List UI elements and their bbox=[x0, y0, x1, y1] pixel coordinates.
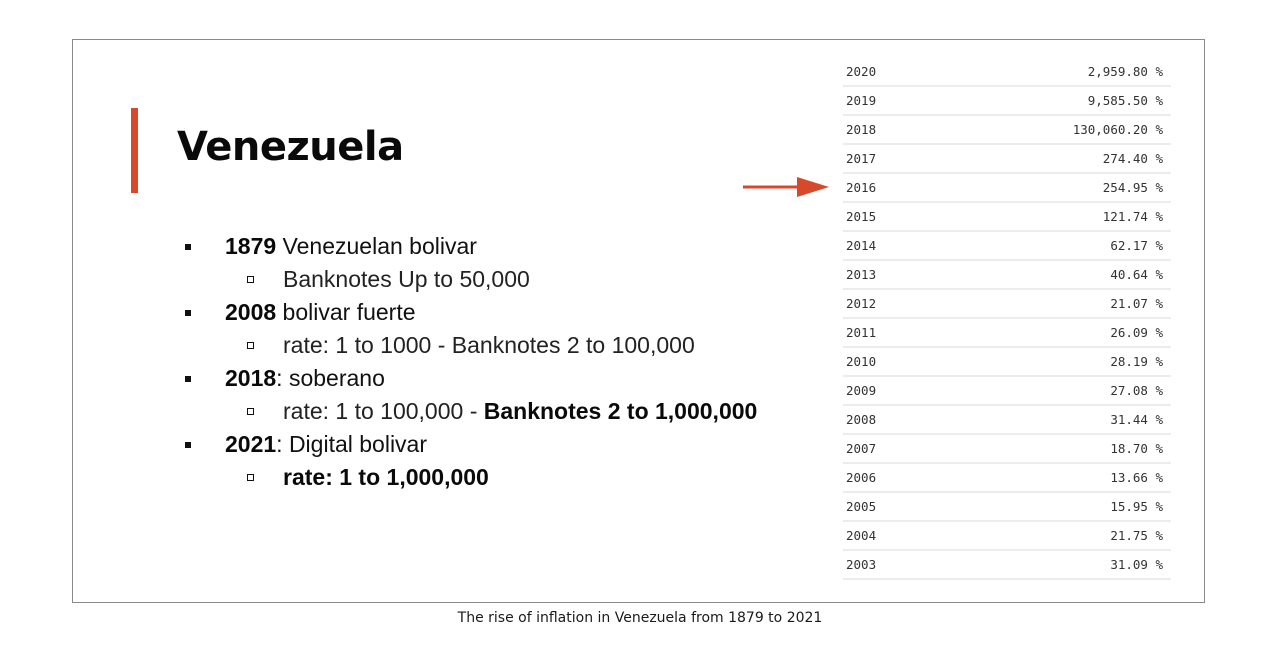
table-row: 2015 121.74 % bbox=[843, 203, 1171, 232]
sub-bullet-bold-text: rate: 1 to 1,000,000 bbox=[283, 464, 489, 490]
year-cell: 2004 bbox=[846, 528, 877, 543]
table-row: 2007 18.70 % bbox=[843, 435, 1171, 464]
slide-title: Venezuela bbox=[177, 124, 404, 170]
table-row: 2008 31.44 % bbox=[843, 406, 1171, 435]
table-row: 2019 9,585.50 % bbox=[843, 87, 1171, 116]
table-row: 2003 31.09 % bbox=[843, 551, 1171, 580]
year-cell: 2018 bbox=[846, 122, 877, 137]
inflation-rate-cell: 21.07 % bbox=[1110, 296, 1163, 311]
table-row: 2018 130,060.20 % bbox=[843, 116, 1171, 145]
inflation-rate-cell: 31.09 % bbox=[1110, 557, 1163, 572]
table-row: 2010 28.19 % bbox=[843, 348, 1171, 377]
inflation-rate-cell: 40.64 % bbox=[1110, 267, 1163, 282]
table-row: 2014 62.17 % bbox=[843, 232, 1171, 261]
inflation-rate-cell: 13.66 % bbox=[1110, 470, 1163, 485]
figure-caption: The rise of inflation in Venezuela from … bbox=[457, 610, 823, 626]
table-row: 2009 27.08 % bbox=[843, 377, 1171, 406]
inflation-rate-cell: 274.40 % bbox=[1102, 151, 1163, 166]
inflation-rate-cell: 2,959.80 % bbox=[1087, 64, 1163, 79]
sub-bullet-item: rate: 1 to 100,000 - Banknotes 2 to 1,00… bbox=[181, 395, 757, 428]
year-cell: 2006 bbox=[846, 470, 877, 485]
year-cell: 2014 bbox=[846, 238, 877, 253]
year-cell: 2019 bbox=[846, 93, 877, 108]
inflation-rate-cell: 21.75 % bbox=[1110, 528, 1163, 543]
sub-bullet-item: rate: 1 to 1,000,000 bbox=[181, 461, 757, 494]
sub-bullet-item: rate: 1 to 1000 - Banknotes 2 to 100,000 bbox=[181, 329, 757, 362]
bullet-item: 1879 Venezuelan bolivar bbox=[181, 230, 757, 263]
title-accent-bar bbox=[131, 108, 138, 193]
year-cell: 2008 bbox=[846, 412, 877, 427]
inflation-rate-cell: 18.70 % bbox=[1110, 441, 1163, 456]
inflation-rate-cell: 9,585.50 % bbox=[1087, 93, 1163, 108]
table-row: 2004 21.75 % bbox=[843, 522, 1171, 551]
year-cell: 2013 bbox=[846, 267, 877, 282]
table-row: 2005 15.95 % bbox=[843, 493, 1171, 522]
inflation-rate-cell: 27.08 % bbox=[1110, 383, 1163, 398]
presentation-slide: Venezuela 1879 Venezuelan bolivar Bankno… bbox=[72, 39, 1205, 603]
year-cell: 2016 bbox=[846, 180, 877, 195]
sub-bullet-item: Banknotes Up to 50,000 bbox=[181, 263, 757, 296]
inflation-rate-cell: 31.44 % bbox=[1110, 412, 1163, 427]
inflation-rate-cell: 15.95 % bbox=[1110, 499, 1163, 514]
bullet-text: Venezuelan bolivar bbox=[276, 233, 477, 259]
bullet-year: 2021 bbox=[225, 431, 277, 457]
year-cell: 2010 bbox=[846, 354, 877, 369]
sub-bullet-text: rate: 1 to 1000 - Banknotes 2 to 100,000 bbox=[283, 332, 695, 358]
inflation-rate-cell: 130,060.20 % bbox=[1072, 122, 1163, 137]
bullet-item: 2021: Digital bolivar bbox=[181, 428, 757, 461]
inflation-rate-cell: 28.19 % bbox=[1110, 354, 1163, 369]
inflation-rate-cell: 121.74 % bbox=[1102, 209, 1163, 224]
year-cell: 2003 bbox=[846, 557, 877, 572]
table-row: 2020 2,959.80 % bbox=[843, 58, 1171, 87]
year-cell: 2011 bbox=[846, 325, 877, 340]
year-cell: 2012 bbox=[846, 296, 877, 311]
year-cell: 2017 bbox=[846, 151, 877, 166]
inflation-table: 2020 2,959.80 % 2019 9,585.50 % 2018 130,060.… bbox=[843, 58, 1171, 580]
arrow-right-icon bbox=[743, 177, 829, 197]
bullet-text: bolivar fuerte bbox=[276, 299, 416, 325]
year-cell: 2009 bbox=[846, 383, 877, 398]
inflation-rate-cell: 62.17 % bbox=[1110, 238, 1163, 253]
sub-bullet-text: Banknotes Up to 50,000 bbox=[283, 266, 530, 292]
bullet-item: 2018: soberano bbox=[181, 362, 757, 395]
table-row: 2013 40.64 % bbox=[843, 261, 1171, 290]
sub-bullet-text: rate: 1 to 100,000 - bbox=[283, 398, 484, 424]
year-cell: 2007 bbox=[846, 441, 877, 456]
year-cell: 2015 bbox=[846, 209, 877, 224]
inflation-rate-cell: 254.95 % bbox=[1102, 180, 1163, 195]
bullet-year: 2018 bbox=[225, 365, 277, 391]
bullet-list: 1879 Venezuelan bolivar Banknotes Up to … bbox=[181, 230, 757, 494]
table-row: 2012 21.07 % bbox=[843, 290, 1171, 319]
bullet-year: 1879 bbox=[225, 233, 277, 259]
table-row: 2006 13.66 % bbox=[843, 464, 1171, 493]
table-row: 2017 274.40 % bbox=[843, 145, 1171, 174]
sub-bullet-bold-text: Banknotes 2 to 1,000,000 bbox=[483, 398, 758, 424]
year-cell: 2020 bbox=[846, 64, 877, 79]
table-row: 2016 254.95 % bbox=[843, 174, 1171, 203]
inflation-rate-cell: 26.09 % bbox=[1110, 325, 1163, 340]
bullet-text: : Digital bolivar bbox=[276, 431, 428, 457]
bullet-text: : soberano bbox=[276, 365, 385, 391]
bullet-item: 2008 bolivar fuerte bbox=[181, 296, 757, 329]
bullet-year: 2008 bbox=[225, 299, 277, 325]
year-cell: 2005 bbox=[846, 499, 877, 514]
table-row: 2011 26.09 % bbox=[843, 319, 1171, 348]
